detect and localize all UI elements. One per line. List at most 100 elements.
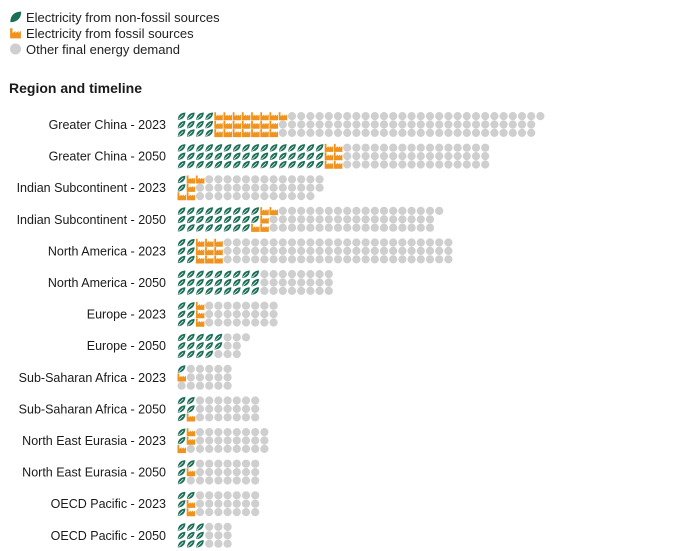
unit-fossil [186,436,196,445]
unit-other [205,531,214,540]
unit-other [205,476,214,485]
unit-other [370,246,379,255]
unit-nonfossil [177,270,186,279]
unit-other [223,318,232,327]
unit-other [508,120,517,129]
unit-other [205,539,214,548]
unit-nonfossil [177,215,186,224]
unit-fossil [223,129,232,138]
unit-other [324,112,333,121]
unit-other [251,476,260,485]
unit-other [186,476,195,485]
unit-other [251,468,260,477]
unit-fossil [186,428,196,437]
unit-other [223,507,232,517]
unit-other [205,381,214,390]
unit-nonfossil [205,112,214,121]
unit-other [195,444,205,453]
unit-other [223,381,232,390]
unit-other [195,373,205,382]
unit-other [223,183,232,192]
unit-other [343,255,352,264]
unit-other [214,459,223,468]
unit-other [232,183,241,192]
unit-nonfossil [214,341,223,350]
unit-other [361,215,370,224]
unit-other [241,301,251,310]
unit-other [425,238,435,247]
unit-other [379,143,389,152]
unit-fossil [186,192,196,201]
unit-nonfossil [177,413,186,422]
unit-other [444,128,453,137]
unit-other [251,436,260,445]
unit-other [453,128,462,137]
legend-item-fossil: Electricity from fossil sources [9,25,220,41]
unit-other [425,223,435,232]
unit-other [241,396,251,405]
unit-other [471,160,481,169]
unit-other [260,238,269,247]
unit-other [287,278,297,287]
unit-nonfossil [251,270,260,279]
unit-nonfossil [232,152,241,161]
unit-other [205,404,214,413]
unit-nonfossil [195,531,205,540]
unit-other [333,206,343,215]
unit-other [223,175,232,184]
unit-other [297,112,306,121]
unit-other [398,246,407,255]
unit-other [232,468,241,477]
unit-other [370,160,379,169]
unit-fossil [205,238,214,247]
unit-fossil [269,207,278,216]
unit-other [389,120,398,129]
unit-other [416,206,425,215]
unit-nonfossil [177,128,186,138]
unit-other [416,112,425,121]
unit-other [260,192,269,201]
unit-other [251,238,260,247]
unit-other [223,491,232,500]
unit-nonfossil [223,152,232,161]
unit-other [251,183,260,192]
unit-other [315,270,324,279]
unit-nonfossil [315,160,324,169]
unit-other [269,318,278,327]
unit-other [278,206,287,215]
unit-fossil [214,129,223,138]
unit-other [389,206,398,215]
unit-other [232,428,241,437]
unit-nonfossil [186,112,195,121]
unit-other [195,404,205,413]
unit-other [232,499,241,508]
unit-other [260,246,269,255]
unit-other [205,183,214,192]
unit-other [186,364,195,373]
unit-fossil [260,112,269,121]
unit-nonfossil [241,270,251,279]
unit-other [306,246,315,255]
unit-other [223,436,232,445]
unit-other [370,206,379,215]
unit-nonfossil [177,120,186,129]
unit-other [315,206,324,215]
unit-other [205,301,214,310]
unit-fossil [241,129,251,138]
unit-nonfossil [232,286,241,296]
legend-label-other: Other final energy demand [26,41,180,57]
unit-other [214,310,223,319]
unit-other [370,112,379,121]
unit-nonfossil [241,160,251,169]
unit-other [232,175,241,184]
unit-fossil [269,129,278,138]
unit-nonfossil [306,143,315,152]
unit-nonfossil [232,160,241,169]
unit-other [195,192,205,201]
unit-other [333,120,343,129]
unit-nonfossil [177,491,186,500]
unit-nonfossil [177,364,186,374]
unit-nonfossil [205,152,214,161]
unit-other [223,364,232,373]
unit-nonfossil [195,522,205,532]
